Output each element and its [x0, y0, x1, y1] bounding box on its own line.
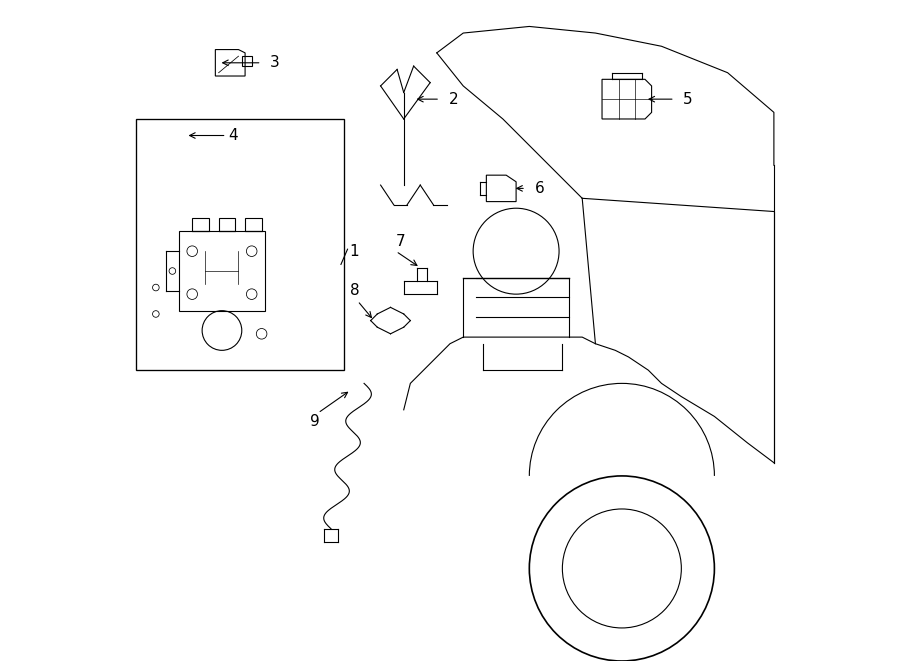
Text: 1: 1 — [349, 244, 359, 258]
Text: 9: 9 — [310, 414, 320, 429]
Text: 4: 4 — [229, 128, 238, 143]
Text: 7: 7 — [396, 234, 405, 249]
Bar — [245, 218, 262, 231]
Bar — [136, 119, 344, 370]
Text: 6: 6 — [535, 181, 544, 196]
Text: 8: 8 — [349, 284, 359, 298]
Text: 3: 3 — [270, 56, 280, 70]
Text: 2: 2 — [449, 92, 458, 106]
Bar — [193, 218, 209, 231]
Text: 5: 5 — [683, 92, 693, 106]
Bar — [219, 218, 235, 231]
